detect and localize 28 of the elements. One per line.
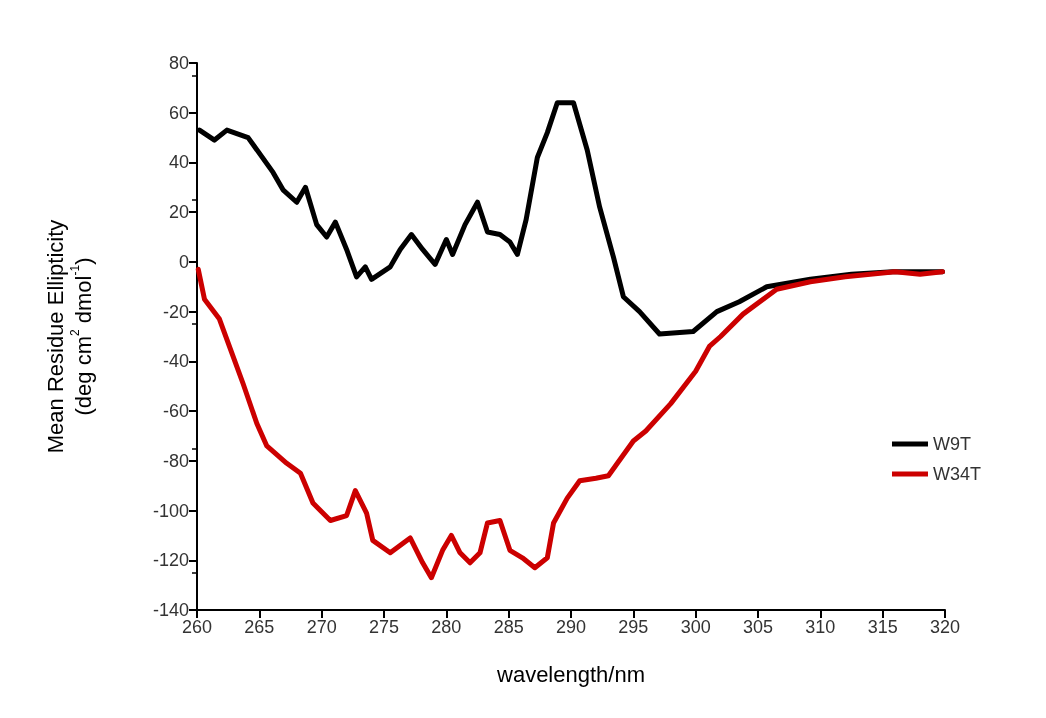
x-tick-label: 295 bbox=[618, 617, 649, 637]
y-tick-label: 20 bbox=[168, 202, 189, 223]
x-tick-label: 290 bbox=[555, 617, 587, 637]
x-tick-label: 265 bbox=[244, 617, 275, 637]
y-tick-label: -40 bbox=[162, 351, 189, 372]
x-tick-label: 305 bbox=[742, 617, 774, 637]
y-tick-label: 40 bbox=[168, 152, 189, 173]
x-tick-label: 285 bbox=[493, 617, 524, 637]
y-tick-label: -120 bbox=[152, 550, 189, 571]
x-axis-title: wavelength/nm bbox=[496, 661, 645, 687]
y-tick-label: -60 bbox=[162, 401, 189, 422]
x-tick-label: 275 bbox=[368, 617, 400, 637]
y-tick-label: 80 bbox=[168, 53, 189, 73]
y-tick-label: 0 bbox=[178, 251, 189, 272]
x-tick-label: 310 bbox=[805, 617, 836, 637]
x-tick-label: 300 bbox=[680, 617, 711, 637]
y-tick-label: -140 bbox=[152, 600, 189, 620]
y-tick-label: -20 bbox=[162, 301, 189, 322]
x-tick-label: 280 bbox=[431, 617, 462, 637]
x-tick-label: 270 bbox=[306, 617, 337, 637]
y-tick-label: -100 bbox=[152, 500, 189, 521]
x-tick-label: 260 bbox=[181, 617, 213, 637]
x-tick-label: 320 bbox=[929, 617, 961, 637]
x-tick-label: 315 bbox=[867, 617, 898, 637]
y-tick-label: -80 bbox=[162, 450, 189, 471]
y-tick-label: 60 bbox=[168, 102, 189, 123]
legend-label: W34T bbox=[932, 464, 982, 484]
legend-label: W9T bbox=[932, 434, 971, 454]
